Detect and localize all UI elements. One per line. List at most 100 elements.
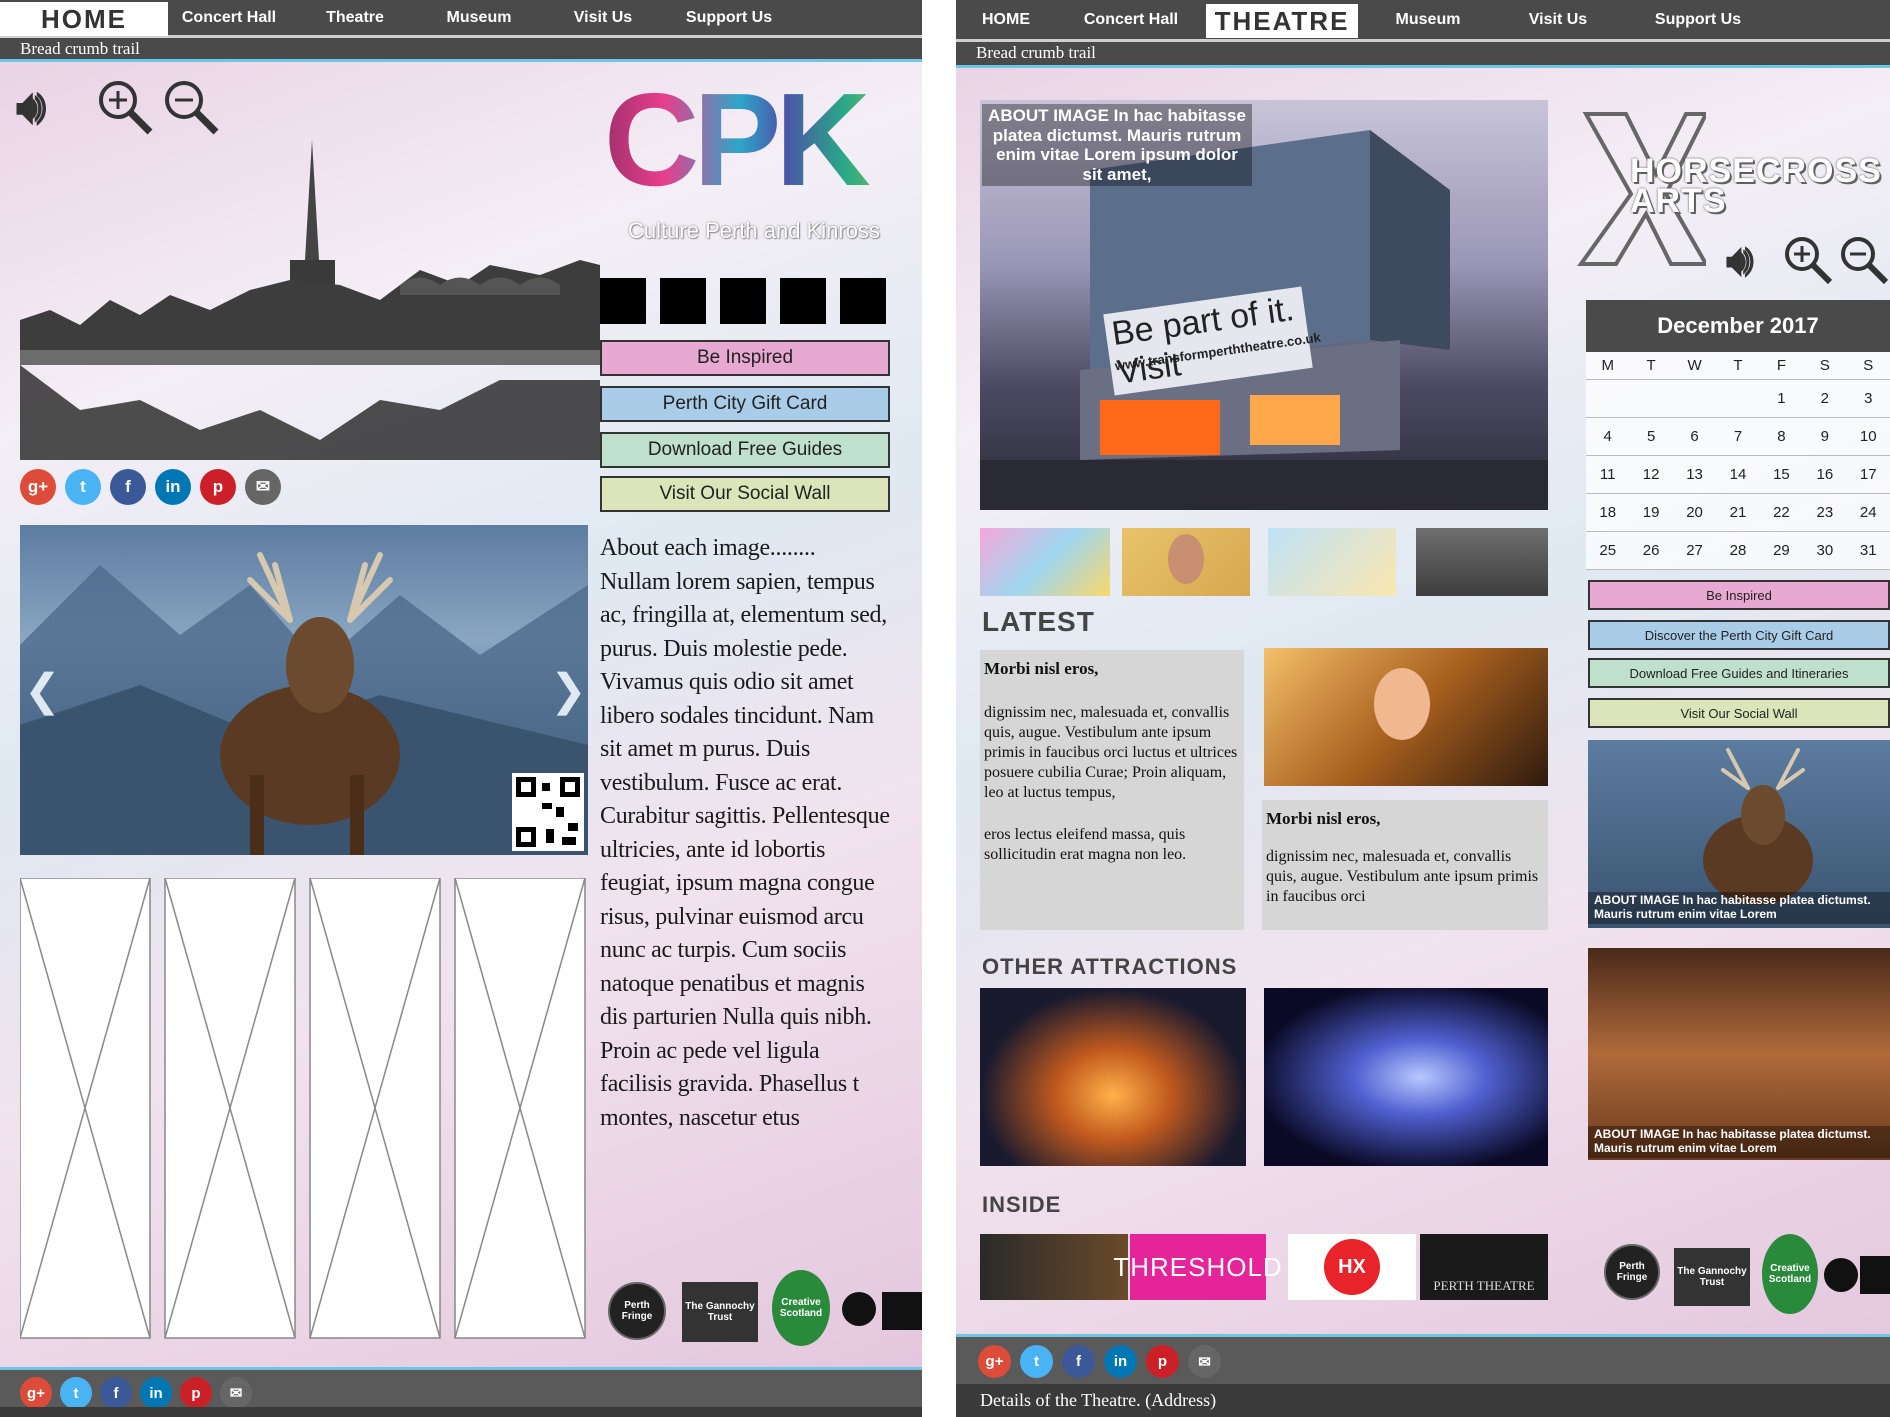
nav-concert-hall[interactable]: Concert Hall [181,8,277,26]
calendar-day[interactable]: 19 [1629,494,1673,532]
stag-carousel[interactable]: ❮ ❯ [20,525,588,855]
zoom-out-icon[interactable] [162,78,220,136]
nav-home[interactable]: HOME [982,10,1030,28]
gift-card-button[interactable]: Discover the Perth City Gift Card [1588,620,1890,650]
nav-museum[interactable]: Museum [446,8,512,26]
nav-home[interactable]: HOME [0,1,168,36]
thumbnail-placeholder[interactable] [720,278,766,324]
twitter-icon[interactable]: t [60,1377,92,1409]
nav-support-us[interactable]: Support Us [685,8,773,26]
email-icon[interactable]: ✉ [1188,1345,1221,1378]
twitter-icon[interactable]: t [1020,1345,1053,1378]
horsecross-logo[interactable]: HORSECROSS ARTS [1576,104,1881,274]
theatre-hero-image[interactable]: Be part of it. Visit www.transformpertht… [980,100,1548,510]
calendar-day[interactable]: 3 [1846,380,1890,418]
volume-icon[interactable]: 🔊︎ [1726,236,1754,285]
threshold-logo[interactable]: THRESHOLD [1113,1234,1282,1300]
calendar-day[interactable]: 11 [1586,456,1630,494]
show-thumbnail[interactable] [980,528,1110,596]
breadcrumb[interactable]: Bread crumb trail [956,42,1890,68]
performer-thumbnail[interactable] [1122,528,1250,596]
calendar-day[interactable]: 25 [1586,532,1630,570]
panto-thumbnail[interactable] [1268,528,1396,596]
perth-theatre-logo[interactable]: PERTH THEATRE [1420,1234,1548,1300]
calendar-day[interactable]: 1 [1759,380,1804,418]
calendar-day[interactable]: 23 [1803,494,1847,532]
thumbnail-placeholder[interactable] [780,278,826,324]
perth-fringe-badge[interactable]: Perth Fringe [608,1282,666,1340]
be-inspired-button[interactable]: Be Inspired [1588,580,1890,610]
linkedin-icon[interactable]: in [1104,1345,1137,1378]
gannochy-trust-badge[interactable]: The Gannochy Trust [682,1282,758,1342]
breadcrumb[interactable]: Bread crumb trail [0,38,922,62]
calendar-day[interactable]: 10 [1846,418,1890,456]
email-icon[interactable]: ✉ [245,469,281,505]
nav-concert-hall[interactable]: Concert Hall [1083,10,1179,28]
gift-card-button[interactable]: Perth City Gift Card [600,386,890,422]
email-icon[interactable]: ✉ [220,1377,252,1409]
calendar-day[interactable]: 17 [1846,456,1890,494]
linkedin-icon[interactable]: in [140,1377,172,1409]
calendar-day[interactable]: 30 [1803,532,1847,570]
pinterest-icon[interactable]: p [200,469,236,505]
cpk-logo[interactable]: CPK [604,70,904,210]
news-item-1[interactable]: Morbi nisl eros, dignissim nec, malesuad… [980,650,1244,930]
pinterest-icon[interactable]: p [1146,1345,1179,1378]
zoom-in-icon[interactable] [1782,234,1834,286]
gannochy-trust-badge[interactable]: The Gannochy Trust [1674,1248,1750,1306]
news-item-2[interactable]: Morbi nisl eros, dignissim nec, malesuad… [1262,800,1548,930]
calendar-day[interactable]: 28 [1716,532,1760,570]
facebook-icon[interactable]: f [100,1377,132,1409]
social-wall-button[interactable]: Visit Our Social Wall [1588,698,1890,728]
calendar-day[interactable]: 12 [1629,456,1673,494]
stag-side-image[interactable]: ABOUT IMAGE In hac habitasse platea dict… [1588,740,1890,928]
linkedin-icon[interactable]: in [155,469,191,505]
partner-logo-small[interactable] [1824,1258,1858,1292]
nav-visit-us[interactable]: Visit Us [1528,10,1588,28]
nav-theatre[interactable]: Theatre [326,8,384,26]
nav-theatre[interactable]: THEATRE [1206,3,1358,38]
cafe-image[interactable] [980,1234,1128,1300]
partner-logo-square[interactable] [1860,1256,1890,1294]
nav-support-us[interactable]: Support Us [1654,10,1742,28]
calendar-day[interactable]: 20 [1672,494,1717,532]
calendar-day[interactable]: 2 [1803,380,1847,418]
heart-hx-logo[interactable]: HX [1288,1234,1416,1300]
calendar-day[interactable]: 31 [1846,532,1890,570]
carousel-next-icon[interactable]: ❯ [550,666,587,715]
perth-fringe-badge[interactable]: Perth Fringe [1604,1244,1660,1300]
qr-code-icon[interactable] [512,773,584,851]
calendar-day[interactable]: 9 [1803,418,1847,456]
calendar-day[interactable]: 5 [1629,418,1673,456]
calendar-day[interactable]: 7 [1716,418,1760,456]
calendar-day[interactable]: 26 [1629,532,1673,570]
google-plus-icon[interactable]: g+ [20,1377,52,1409]
nav-museum[interactable]: Museum [1395,10,1461,28]
thumbnail-placeholder[interactable] [840,278,886,324]
creative-scotland-badge[interactable]: Creative Scotland [1762,1234,1818,1314]
calendar-day[interactable]: 16 [1803,456,1847,494]
volume-icon[interactable]: 🔊︎ [16,81,47,134]
zoom-in-icon[interactable] [96,78,154,136]
creative-scotland-badge[interactable]: Creative Scotland [772,1270,830,1346]
pinterest-icon[interactable]: p [180,1377,212,1409]
cast-thumbnail[interactable] [1416,528,1548,596]
calendar-day[interactable]: 4 [1586,418,1630,456]
calendar-day[interactable]: 21 [1716,494,1760,532]
carousel-prev-icon[interactable]: ❮ [24,666,61,715]
calendar-day[interactable]: 18 [1586,494,1630,532]
nav-visit-us[interactable]: Visit Us [573,8,633,26]
facebook-icon[interactable]: f [1062,1345,1095,1378]
calendar-day[interactable]: 22 [1759,494,1804,532]
calendar-day[interactable]: 24 [1846,494,1890,532]
facebook-icon[interactable]: f [110,469,146,505]
calendar-day[interactable]: 27 [1672,532,1717,570]
download-guides-button[interactable]: Download Free Guides and Itineraries [1588,658,1890,688]
google-plus-icon[interactable]: g+ [978,1345,1011,1378]
concert-hall-night-image[interactable] [980,988,1246,1166]
be-inspired-button[interactable]: Be Inspired [600,340,890,376]
calendar-day[interactable]: 14 [1716,456,1760,494]
calendar-day[interactable]: 15 [1759,456,1804,494]
concert-hall-side-image[interactable]: ABOUT IMAGE In hac habitasse platea dict… [1588,948,1890,1160]
download-guides-button[interactable]: Download Free Guides [600,432,890,468]
